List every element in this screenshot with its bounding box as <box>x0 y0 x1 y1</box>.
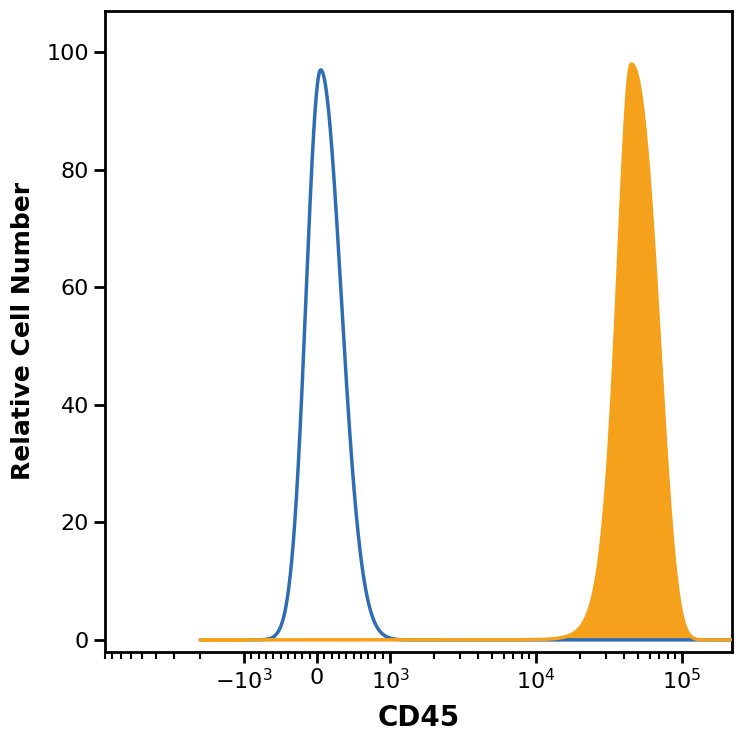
X-axis label: CD45: CD45 <box>377 704 459 732</box>
Y-axis label: Relative Cell Number: Relative Cell Number <box>11 182 35 481</box>
